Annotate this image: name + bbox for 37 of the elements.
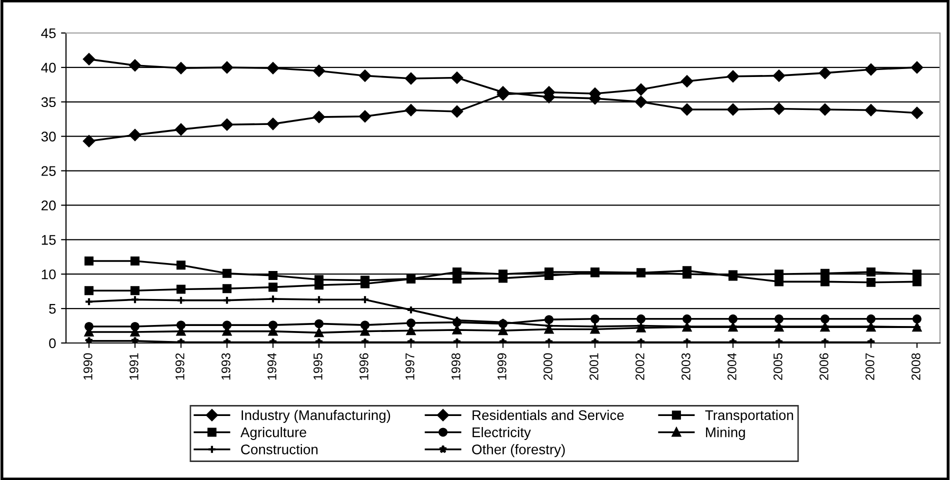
x-tick-label: 1996 [360, 353, 368, 380]
legend-label: Other (forestry) [472, 444, 565, 458]
x-tick-label: 2004 [728, 353, 736, 380]
legend-label: Residentials and Service [472, 410, 624, 420]
legend-label: Industry (Manufacturing) [242, 410, 390, 423]
x-tick-label: 1991 [130, 353, 138, 380]
x-tick-label: 1990 [84, 353, 92, 380]
legend-label: Electricity [472, 427, 531, 440]
legend-label: Mining [706, 427, 745, 440]
x-tick-label: 1995 [314, 353, 322, 380]
y-tick-label: 5 [49, 304, 56, 314]
x-tick-label: 2002 [636, 353, 644, 380]
x-tick-label: 2005 [774, 353, 782, 380]
x-tick-label: 1998 [452, 353, 460, 380]
x-tick-label: 1993 [222, 353, 230, 380]
y-tick-label: 10 [42, 269, 56, 280]
x-tick-label: 2007 [866, 353, 874, 380]
x-tick-label: 2003 [682, 353, 690, 380]
x-tick-label: 1999 [498, 353, 506, 380]
y-tick-label: 25 [42, 166, 56, 176]
y-tick-label: 20 [42, 200, 56, 210]
y-tick-label: 45 [41, 28, 56, 38]
legend-label: Transportation [705, 410, 794, 423]
x-tick-label: 1997 [406, 353, 414, 380]
y-tick-label: 35 [41, 97, 56, 108]
x-tick-label: 2008 [912, 353, 920, 380]
legend-label: Construction [241, 444, 318, 454]
y-tick-label: 0 [49, 338, 56, 348]
x-tick-label: 2000 [544, 353, 552, 380]
x-tick-label: 1992 [176, 353, 184, 380]
legend-label: Agriculture [240, 427, 306, 440]
x-tick-label: 2006 [820, 353, 828, 380]
y-tick-label: 40 [41, 62, 56, 73]
y-tick-label: 15 [42, 235, 56, 245]
x-tick-label: 2001 [590, 353, 598, 380]
y-tick-label: 30 [41, 132, 56, 142]
x-tick-label: 1994 [268, 353, 276, 380]
